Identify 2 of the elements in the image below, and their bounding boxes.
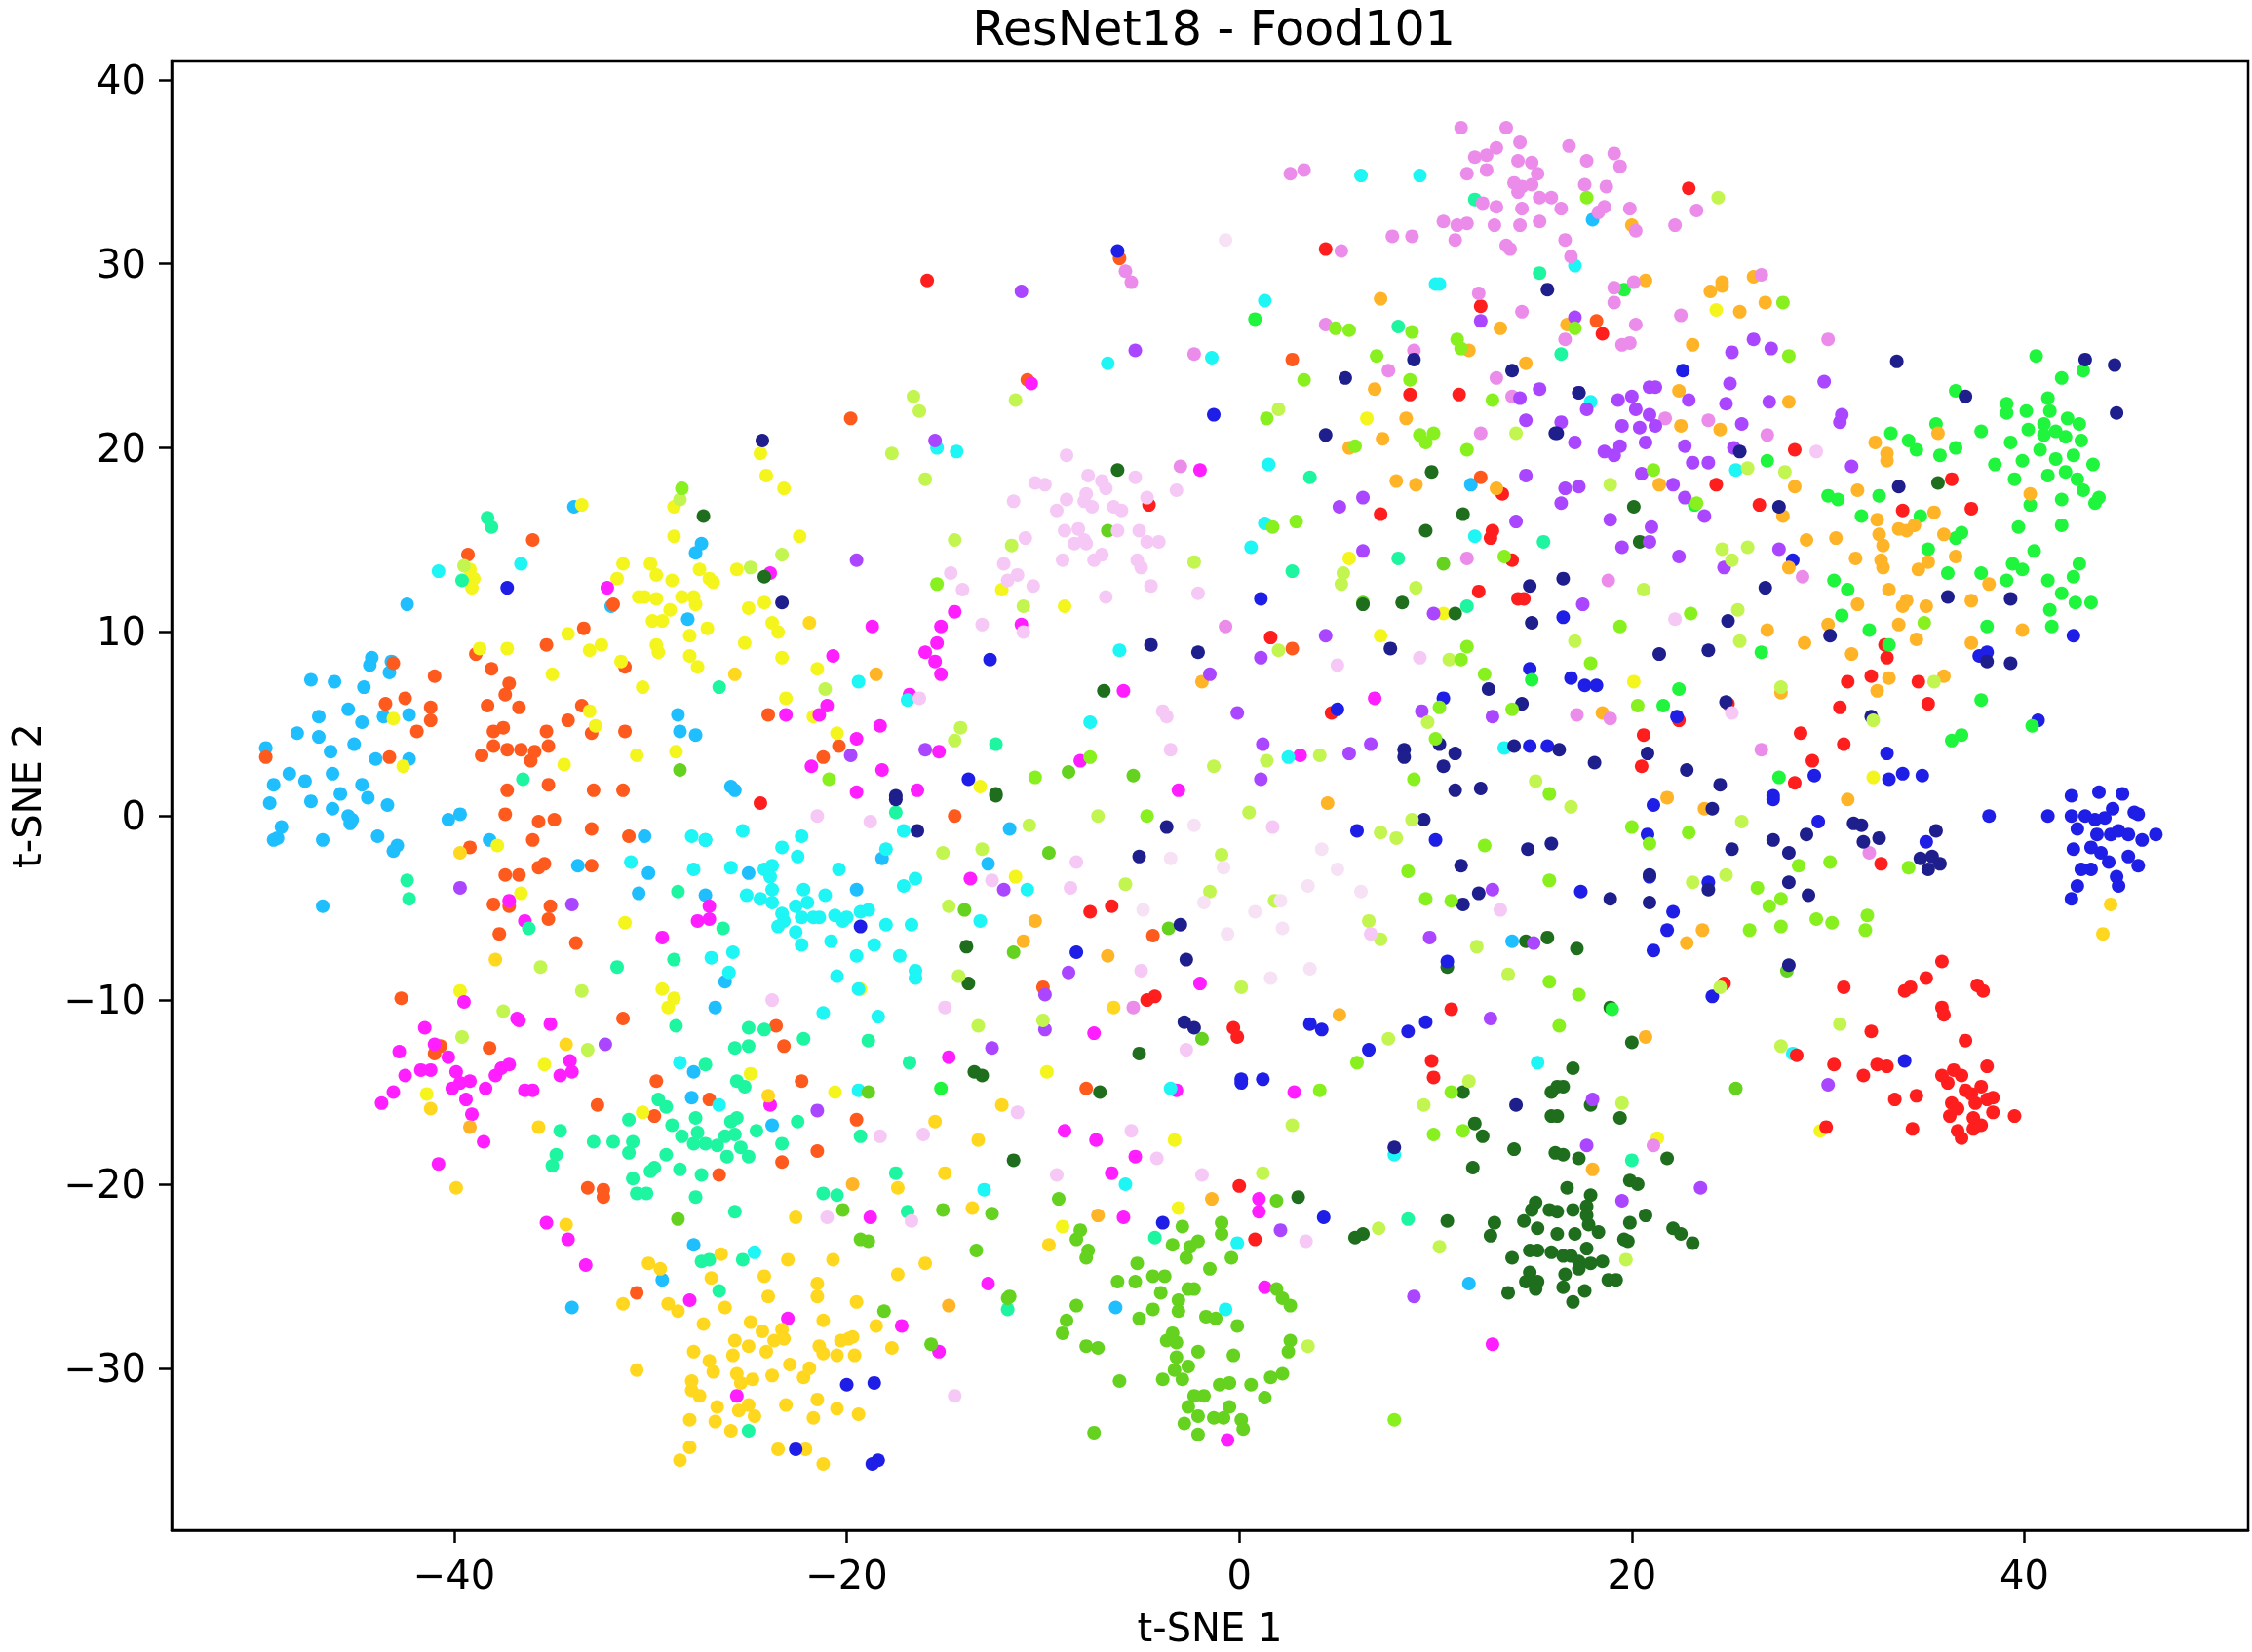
x-tick-label: 20 — [1607, 1553, 1657, 1597]
x-tick-label: 40 — [2000, 1553, 2049, 1597]
